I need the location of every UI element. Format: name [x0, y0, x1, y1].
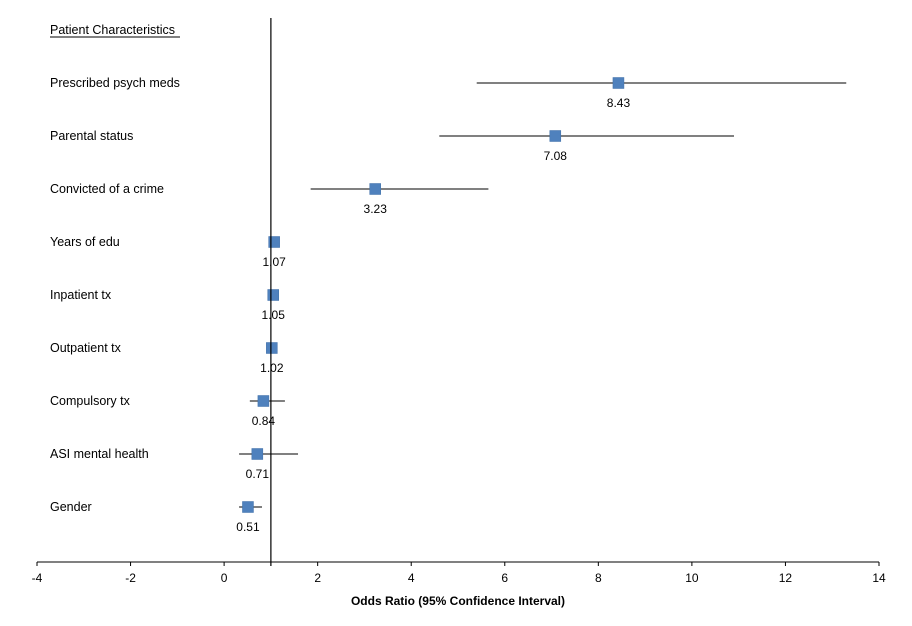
- odds-ratio-marker: [267, 289, 279, 301]
- forest-row: Convicted of a crime 3.23: [50, 182, 489, 216]
- forest-row: Prescribed psych meds 8.43: [50, 76, 847, 110]
- odds-ratio-value-label: 1.05: [262, 308, 286, 322]
- row-label: Parental status: [50, 129, 133, 143]
- odds-ratio-value-label: 3.23: [364, 202, 388, 216]
- x-tick-label: 2: [314, 571, 321, 585]
- row-label: Compulsory tx: [50, 394, 131, 408]
- x-tick-label: 4: [408, 571, 415, 585]
- header-patient-characteristics: Patient Characteristics: [50, 23, 175, 37]
- odds-ratio-marker: [266, 342, 278, 354]
- x-axis-label: Odds Ratio (95% Confidence Interval): [351, 594, 565, 608]
- x-tick-label: -4: [32, 571, 43, 585]
- row-label: Inpatient tx: [50, 288, 112, 302]
- x-tick-label: 14: [872, 571, 886, 585]
- odds-ratio-marker: [251, 448, 264, 460]
- row-label: Outpatient tx: [50, 341, 122, 355]
- row-label: ASI mental health: [50, 447, 149, 461]
- odds-ratio-marker: [268, 236, 280, 248]
- row-label: Gender: [50, 500, 92, 514]
- row-label: Prescribed psych meds: [50, 76, 180, 90]
- x-tick-label: 6: [501, 571, 508, 585]
- forest-row: Parental status 7.08: [50, 129, 734, 163]
- row-label: Years of edu: [50, 235, 120, 249]
- odds-ratio-value-label: 0.71: [246, 467, 270, 481]
- forest-row: Gender 0.51: [50, 500, 263, 534]
- odds-ratio-marker: [549, 130, 562, 142]
- odds-ratio-value-label: 7.08: [544, 149, 568, 163]
- forest-row: ASI mental health 0.71: [50, 447, 299, 481]
- odds-ratio-value-label: 0.51: [236, 520, 260, 534]
- odds-ratio-value-label: 1.02: [260, 361, 284, 375]
- odds-ratio-marker: [242, 501, 254, 513]
- row-label: Convicted of a crime: [50, 182, 164, 196]
- x-tick-label: 10: [685, 571, 699, 585]
- forest-row: Outpatient tx 1.02: [50, 341, 284, 375]
- x-tick-label: 8: [595, 571, 602, 585]
- odds-ratio-value-label: 8.43: [607, 96, 631, 110]
- odds-ratio-marker: [369, 183, 381, 195]
- forest-row: Compulsory tx 0.84: [50, 394, 285, 428]
- x-tick-label: 0: [221, 571, 228, 585]
- odds-ratio-marker: [257, 395, 270, 407]
- odds-ratio-value-label: 1.07: [262, 255, 286, 269]
- x-tick-label: 12: [779, 571, 793, 585]
- forest-row: Years of edu 1.07: [50, 235, 286, 269]
- forest-row: Inpatient tx 1.05: [50, 288, 285, 322]
- odds-ratio-value-label: 0.84: [252, 414, 276, 428]
- odds-ratio-marker: [612, 77, 625, 89]
- x-tick-label: -2: [125, 571, 136, 585]
